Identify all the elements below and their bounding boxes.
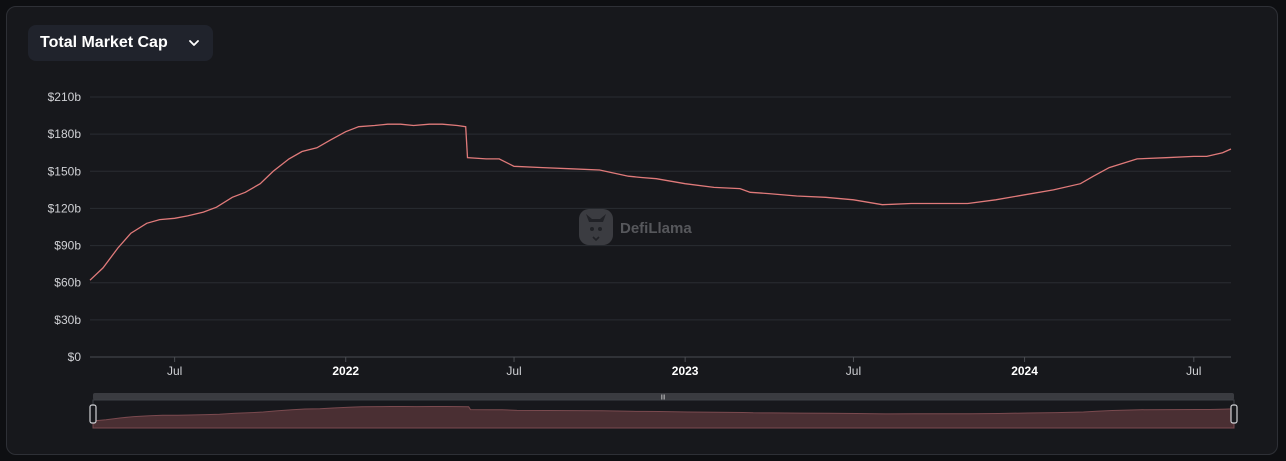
x-axis: Jul 2022 Jul 2023 Jul 2024 Jul [167,357,1201,378]
watermark-text: DefiLlama [620,220,692,237]
series-line [89,123,1232,281]
y-tick-label: $180b [48,127,82,141]
llama-logo-icon [579,209,613,245]
y-tick-label: $90b [54,239,81,253]
metric-dropdown[interactable]: Total Market Cap [28,25,213,61]
range-slider-right-handle[interactable] [1230,404,1238,424]
chart-panel [6,6,1278,455]
x-tick-label: Jul [167,364,182,378]
y-tick-label: $60b [54,276,81,290]
chevron-down-icon [187,36,201,50]
x-tick-label: Jul [506,364,521,378]
range-slider-left-handle[interactable] [89,404,97,424]
x-tick-label: 2023 [672,364,699,378]
range-slider-preview-area [92,406,1235,429]
x-tick-label: 2024 [1011,364,1038,378]
grid-lines [90,96,1231,358]
y-tick-label: $150b [48,164,82,178]
x-tick-label: Jul [846,364,861,378]
y-axis: $0 $30b $60b $90b $120b $150b $180b $210b [48,90,82,364]
watermark: DefiLlama [579,209,692,245]
metric-dropdown-label: Total Market Cap [40,34,168,51]
y-tick-label: $0 [68,350,82,364]
x-tick-label: Jul [1186,364,1201,378]
range-slider-track[interactable] [93,393,1234,400]
range-slider-grip-icon[interactable]: ||| [661,395,666,401]
x-tick-label: 2022 [332,364,359,378]
range-slider[interactable]: ||| [89,393,1238,429]
y-tick-label: $120b [48,201,82,215]
y-tick-label: $30b [54,313,81,327]
y-tick-label: $210b [48,90,82,104]
